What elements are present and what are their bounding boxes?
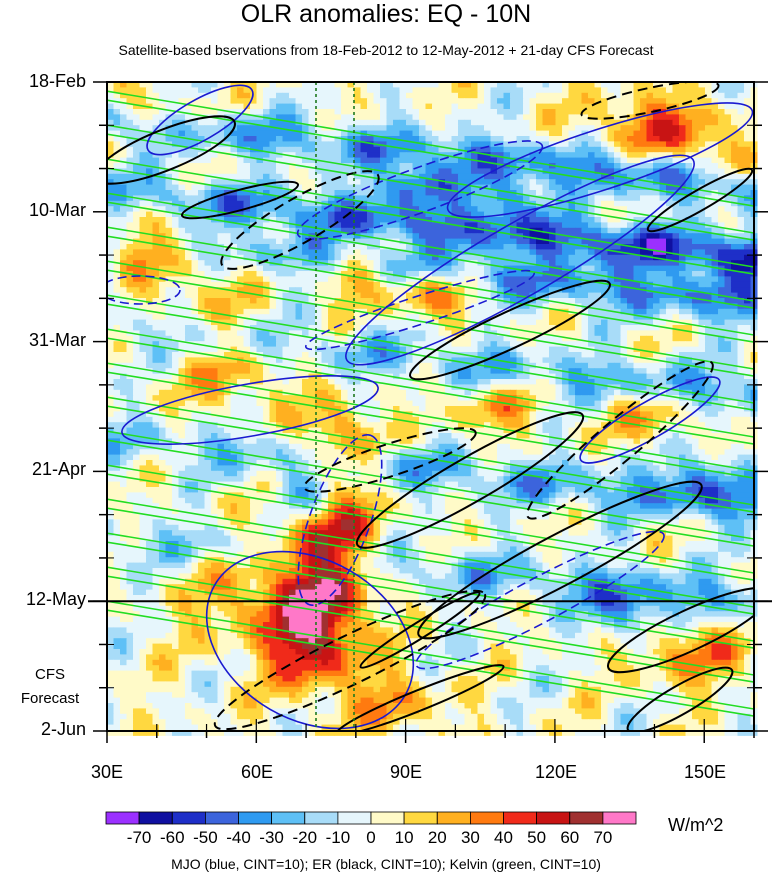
colorbar-swatch (171, 811, 206, 825)
colorbar-swatch (105, 811, 140, 825)
er-contour (409, 279, 611, 381)
colorbar-swatch (238, 811, 272, 825)
plot-frame (106, 81, 755, 732)
er-contour (646, 167, 754, 233)
colorbar-swatch (370, 811, 405, 825)
x-tick-label: 120E (534, 762, 578, 782)
y-tick-label: 2-Jun (40, 719, 86, 739)
kelvin-contour (107, 600, 754, 717)
kelvin-contour (107, 294, 754, 411)
mjo-contour (121, 375, 379, 445)
chart-title: OLR anomalies: EQ - 10N (240, 0, 532, 28)
kelvin-contour (107, 260, 754, 377)
kelvin-contour (107, 498, 754, 615)
colorbar-tick-label: -10 (326, 828, 351, 847)
colorbar-swatch (503, 811, 537, 825)
kelvin-contour (107, 532, 754, 649)
er-contour (355, 411, 585, 549)
kelvin-contour (107, 124, 754, 241)
colorbar: -70 -60 -50 -40 -30 -20 -10 0 10 20 30 40 50 60 70 (105, 811, 637, 847)
kelvin-contour (107, 430, 754, 547)
colorbar-units: W/m^2 (668, 815, 724, 835)
y-tick-label: 18-Feb (28, 71, 86, 91)
er-contour (180, 180, 300, 220)
colorbar-tick-label: 20 (428, 828, 447, 847)
kelvin-contour (107, 90, 754, 207)
colorbar-tick-label: -30 (259, 828, 284, 847)
colorbar-tick-label: 50 (527, 828, 546, 847)
colorbar-swatch (304, 811, 339, 825)
colorbar-swatch (204, 811, 239, 825)
forecast-label-line2: Forecast (20, 690, 80, 707)
er-contour (213, 589, 487, 731)
colorbar-tick-label: 40 (494, 828, 513, 847)
kelvin-contour (107, 328, 754, 445)
colorbar-tick-label: 60 (560, 828, 579, 847)
er-contour (417, 480, 703, 640)
x-tick-label: 150E (683, 762, 727, 782)
colorbar-tick-label: -40 (226, 828, 251, 847)
chart-subtitle: Satellite-based bservations from 18-Feb-… (118, 42, 654, 58)
colorbar-tick-label: 10 (395, 828, 414, 847)
er-contour (526, 360, 714, 520)
kelvin-contour (107, 158, 754, 275)
er-contour (580, 82, 720, 120)
mjo-contour (579, 376, 721, 464)
colorbar-tick-label: -20 (293, 828, 318, 847)
mjo-contour (146, 84, 254, 156)
y-tick-label: 10-Mar (28, 200, 86, 220)
x-tick-label: 60E (240, 762, 274, 782)
x-tick-label: 30E (90, 762, 124, 782)
colorbar-tick-label: 0 (366, 828, 375, 847)
y-tick-label: 21-Apr (31, 459, 86, 479)
contour-overlays (107, 82, 754, 731)
colorbar-swatch (337, 811, 372, 825)
y-tick-label: 12-May (25, 589, 86, 609)
er-contour (606, 586, 754, 674)
colorbar-swatch (436, 811, 471, 825)
colorbar-tick-label: -50 (193, 828, 218, 847)
x-tick-label: 90E (389, 762, 423, 782)
kelvin-contour (107, 396, 754, 513)
contour-legend-footnote: MJO (blue, CINT=10); ER (black, CINT=10)… (171, 856, 601, 872)
kelvin-contour (107, 226, 754, 343)
colorbar-tick-label: 30 (461, 828, 480, 847)
er-contour (220, 170, 380, 270)
er-contour (303, 427, 477, 493)
colorbar-swatch (569, 811, 604, 825)
kelvin-contour (107, 192, 754, 309)
mjo-contour (107, 275, 181, 305)
kelvin-contour (107, 566, 754, 683)
colorbar-swatch (403, 811, 438, 825)
colorbar-swatch (138, 811, 173, 825)
er-contour (107, 115, 236, 185)
mjo-contour (415, 530, 665, 670)
mjo-contour (446, 102, 754, 218)
mjo-contour (304, 269, 536, 351)
colorbar-swatch (469, 811, 504, 825)
colorbar-tick-label: 70 (593, 828, 612, 847)
colorbar-swatch (271, 811, 306, 825)
forecast-label-line1: CFS (35, 666, 65, 683)
colorbar-swatch (536, 811, 571, 825)
colorbar-tick-label: -60 (160, 828, 185, 847)
kelvin-contour (107, 362, 754, 479)
mjo-contour (296, 140, 544, 240)
colorbar-tick-label: -70 (127, 828, 152, 847)
colorbar-swatch (602, 811, 637, 825)
er-contour (335, 664, 505, 731)
mjo-contour (297, 434, 383, 606)
mjo-contour (345, 154, 695, 366)
er-contour (359, 591, 481, 669)
y-tick-label: 31-Mar (28, 330, 86, 350)
